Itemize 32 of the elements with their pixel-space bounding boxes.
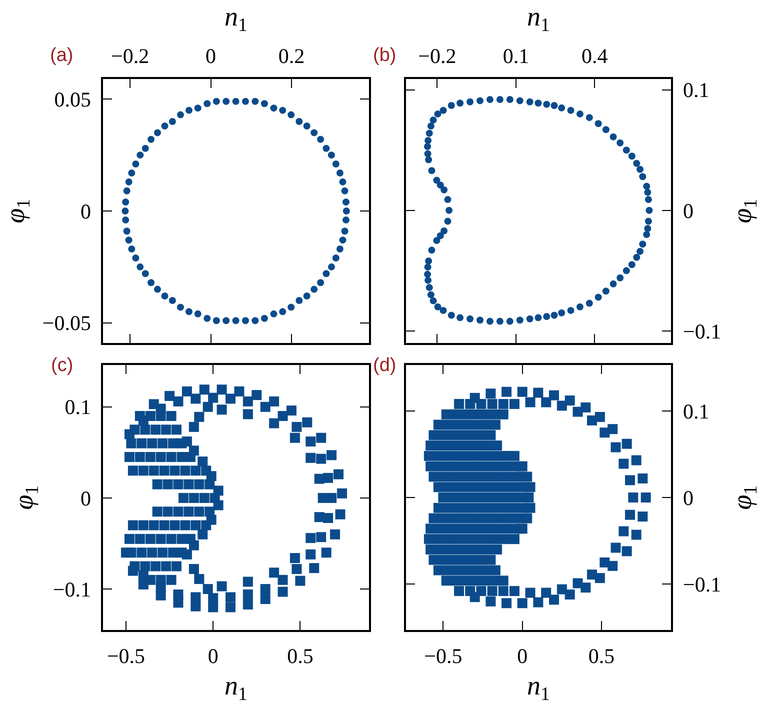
x-tick-label: 0.1 <box>502 44 530 68</box>
y-tick-label: 0 <box>80 486 91 510</box>
x-tick-label: 0.5 <box>588 644 615 668</box>
y2-tick-label: −0.1 <box>683 572 722 596</box>
x-tick-label: −0.5 <box>106 644 146 668</box>
x-tick-label: 0.2 <box>278 44 305 68</box>
x-tick-label: 0.5 <box>287 644 314 668</box>
y-tick-label: −0.1 <box>52 577 91 602</box>
x-tick-label: −0.2 <box>418 44 456 68</box>
x-axis-title: n$_{1}$ <box>224 1 248 36</box>
y-tick-label: 0.05 <box>54 87 91 112</box>
y-tick-label: −0.05 <box>42 311 91 336</box>
x-axis-title: n$_{1}$ <box>527 670 550 705</box>
x-tick-label: 0 <box>206 44 216 68</box>
y2-tick-label: 0 <box>683 198 694 223</box>
x-axis-title: n$_{1}$ <box>224 670 248 705</box>
text: (b) <box>373 45 396 66</box>
y-tick-label: 0.1 <box>64 395 91 420</box>
x-tick-label: 0 <box>517 644 528 668</box>
y2-tick-label: 0.1 <box>683 78 710 102</box>
text: (c) <box>51 355 74 376</box>
text: (a) <box>50 45 74 66</box>
x-tick-label: −0.5 <box>424 644 462 668</box>
y2-tick-label: 0.1 <box>683 399 710 424</box>
x-axis-title: n$_{1}$ <box>527 1 550 36</box>
text: (d) <box>373 355 396 376</box>
y2-tick-label: 0 <box>683 486 694 510</box>
x-tick-label: −0.2 <box>110 44 150 68</box>
y2-tick-label: −0.1 <box>683 319 722 344</box>
x-tick-label: 0 <box>208 644 218 668</box>
x-tick-label: 0.4 <box>582 44 608 68</box>
y-tick-label: 0 <box>80 199 91 224</box>
